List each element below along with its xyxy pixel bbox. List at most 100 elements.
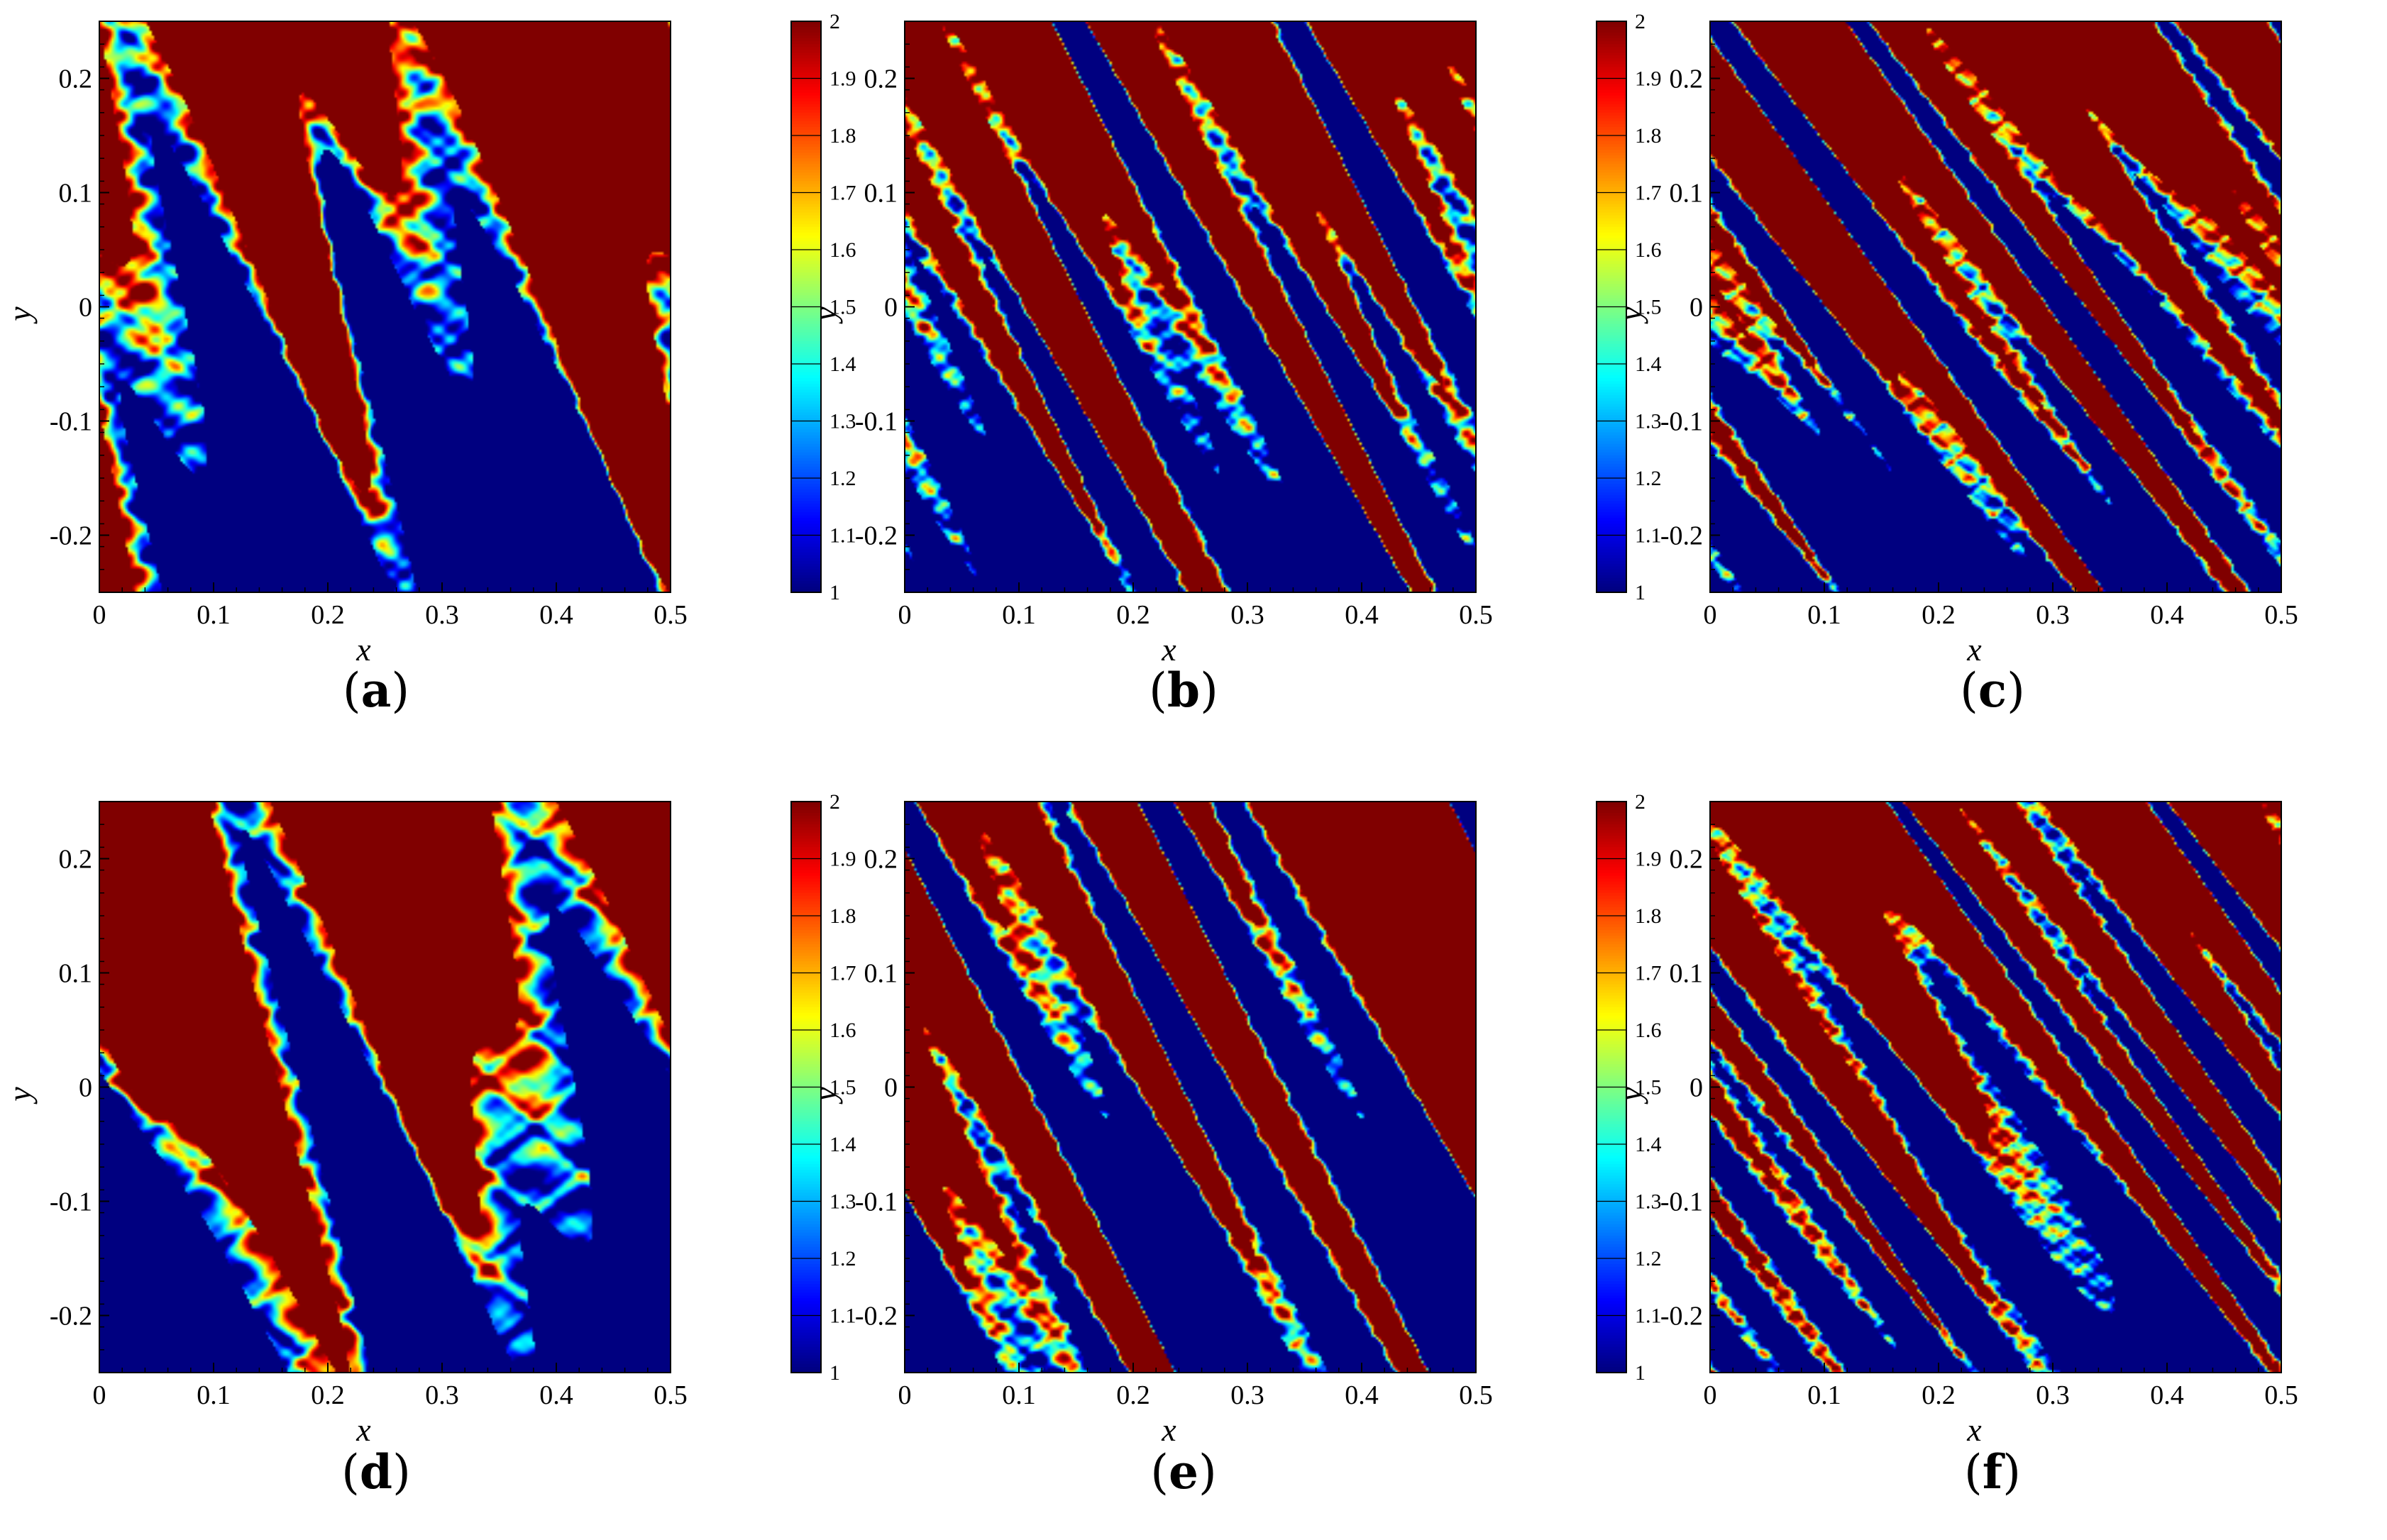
colorbar-segment [1597,446,1626,450]
colorbar-segment [1597,1264,1626,1268]
colorbar-segment [791,1050,821,1054]
x-axis-label: x [1966,1412,1982,1448]
colorbar-segment [1597,1215,1626,1219]
colorbar-segment [1597,89,1626,94]
colorbar-segment [1597,1175,1626,1180]
colorbar-segment [1597,1221,1626,1225]
colorbar-segment [1597,950,1626,954]
colorbar-segment [791,1070,821,1074]
colorbar-segment [791,481,821,485]
colorbar-segment [791,1344,821,1348]
colorbar-segment [791,492,821,497]
colorbar-segment [791,118,821,122]
colorbar-segment [791,47,821,51]
colorbar-segment [1597,170,1626,174]
colorbar-segment [1597,981,1626,985]
colorbar-segment [791,1044,821,1048]
colorbar-segment [1597,255,1626,260]
colorbar-segment [1597,1218,1626,1222]
colorbar-segment [1597,61,1626,65]
x-tick-label: 0.1 [1002,600,1036,630]
x-tick-label: 0.4 [1345,600,1379,630]
colorbar-segment [1597,1187,1626,1191]
colorbar-segment [1597,343,1626,348]
colorbar-segment [1597,1312,1626,1317]
colorbar-segment [1597,912,1626,916]
x-axis-label: x [1161,631,1176,667]
colorbar-segment [1597,589,1626,593]
colorbar-segment [791,1075,821,1080]
y-tick-label: -0.2 [855,521,898,551]
colorbar-segment [791,836,821,840]
colorbar-segment [1597,543,1626,548]
colorbar-segment [1597,201,1626,205]
colorbar-segment [791,855,821,860]
colorbar-segment [791,1175,821,1180]
colorbar-segment [791,572,821,576]
colorbar-segment [791,853,821,857]
colorbar-segment [791,973,821,977]
colorbar-segment [791,223,821,228]
colorbar-segment [791,583,821,587]
colorbar-segment [1597,1195,1626,1200]
colorbar-segment [791,150,821,154]
colorbar-segment [1597,126,1626,131]
colorbar-segment [1597,147,1626,151]
colorbar-segment [1597,398,1626,402]
colorbar-segment [1597,524,1626,528]
colorbar: 1 1.1 1.2 1.3 1.4 1.5 1.6 1.7 1.8 1.9 2 [1596,10,1662,604]
colorbar-segment [791,875,821,880]
colorbar-segment [1597,192,1626,196]
colorbar-segment [791,1332,821,1336]
colorbar-segment [1597,338,1626,342]
colorbar-segment [791,1030,821,1034]
colorbar-segment [791,432,821,436]
colorbar-segment [1597,887,1626,891]
colorbar-segment [1597,532,1626,536]
colorbar-segment [1597,824,1626,829]
colorbar-segment [1597,1015,1626,1019]
colorbar-segment [1597,904,1626,908]
colorbar-segment [1597,1226,1626,1231]
colorbar-segment [791,1167,821,1171]
colorbar-segment [1597,1246,1626,1251]
colorbar-segment [1597,1261,1626,1265]
colorbar-segment [791,1258,821,1263]
colorbar-segment [791,44,821,48]
colorbar-segment [791,1292,821,1297]
colorbar-segment [791,1249,821,1253]
colorbar-segment [1597,1366,1626,1370]
y-tick-label: -0.2 [1660,1302,1703,1331]
colorbar-segment [791,141,821,145]
colorbar-segment [1597,389,1626,394]
colorbar-segment [791,1158,821,1163]
colorbar-segment [1597,167,1626,171]
colorbar-segment [791,75,821,79]
colorbar-segment [1597,335,1626,339]
colorbar-segment [791,138,821,143]
colorbar-tick-label: 1.1 [829,1304,856,1328]
colorbar-segment [1597,1001,1626,1005]
colorbar-segment [1597,270,1626,274]
colorbar-segment [791,1226,821,1231]
colorbar-segment [1597,964,1626,968]
colorbar-segment [1597,850,1626,854]
colorbar-segment [1597,418,1626,422]
colorbar-segment [791,1352,821,1356]
x-tick-label: 0.3 [425,600,459,630]
colorbar-segment [1597,312,1626,316]
colorbar-tick-label: 1.9 [1635,67,1662,91]
colorbar-segment [1597,309,1626,314]
colorbar-segment [1597,301,1626,305]
colorbar-segment [791,1241,821,1245]
colorbar-segment [1597,583,1626,587]
colorbar-segment [1597,72,1626,77]
colorbar-segment [1597,315,1626,319]
colorbar-segment [791,1255,821,1259]
colorbar-segment [791,147,821,151]
x-tick-label: 0.5 [1459,600,1493,630]
colorbar-segment [791,455,821,459]
colorbar-segment [1597,35,1626,40]
colorbar-segment [1597,1050,1626,1054]
colorbar-segment [791,264,821,268]
